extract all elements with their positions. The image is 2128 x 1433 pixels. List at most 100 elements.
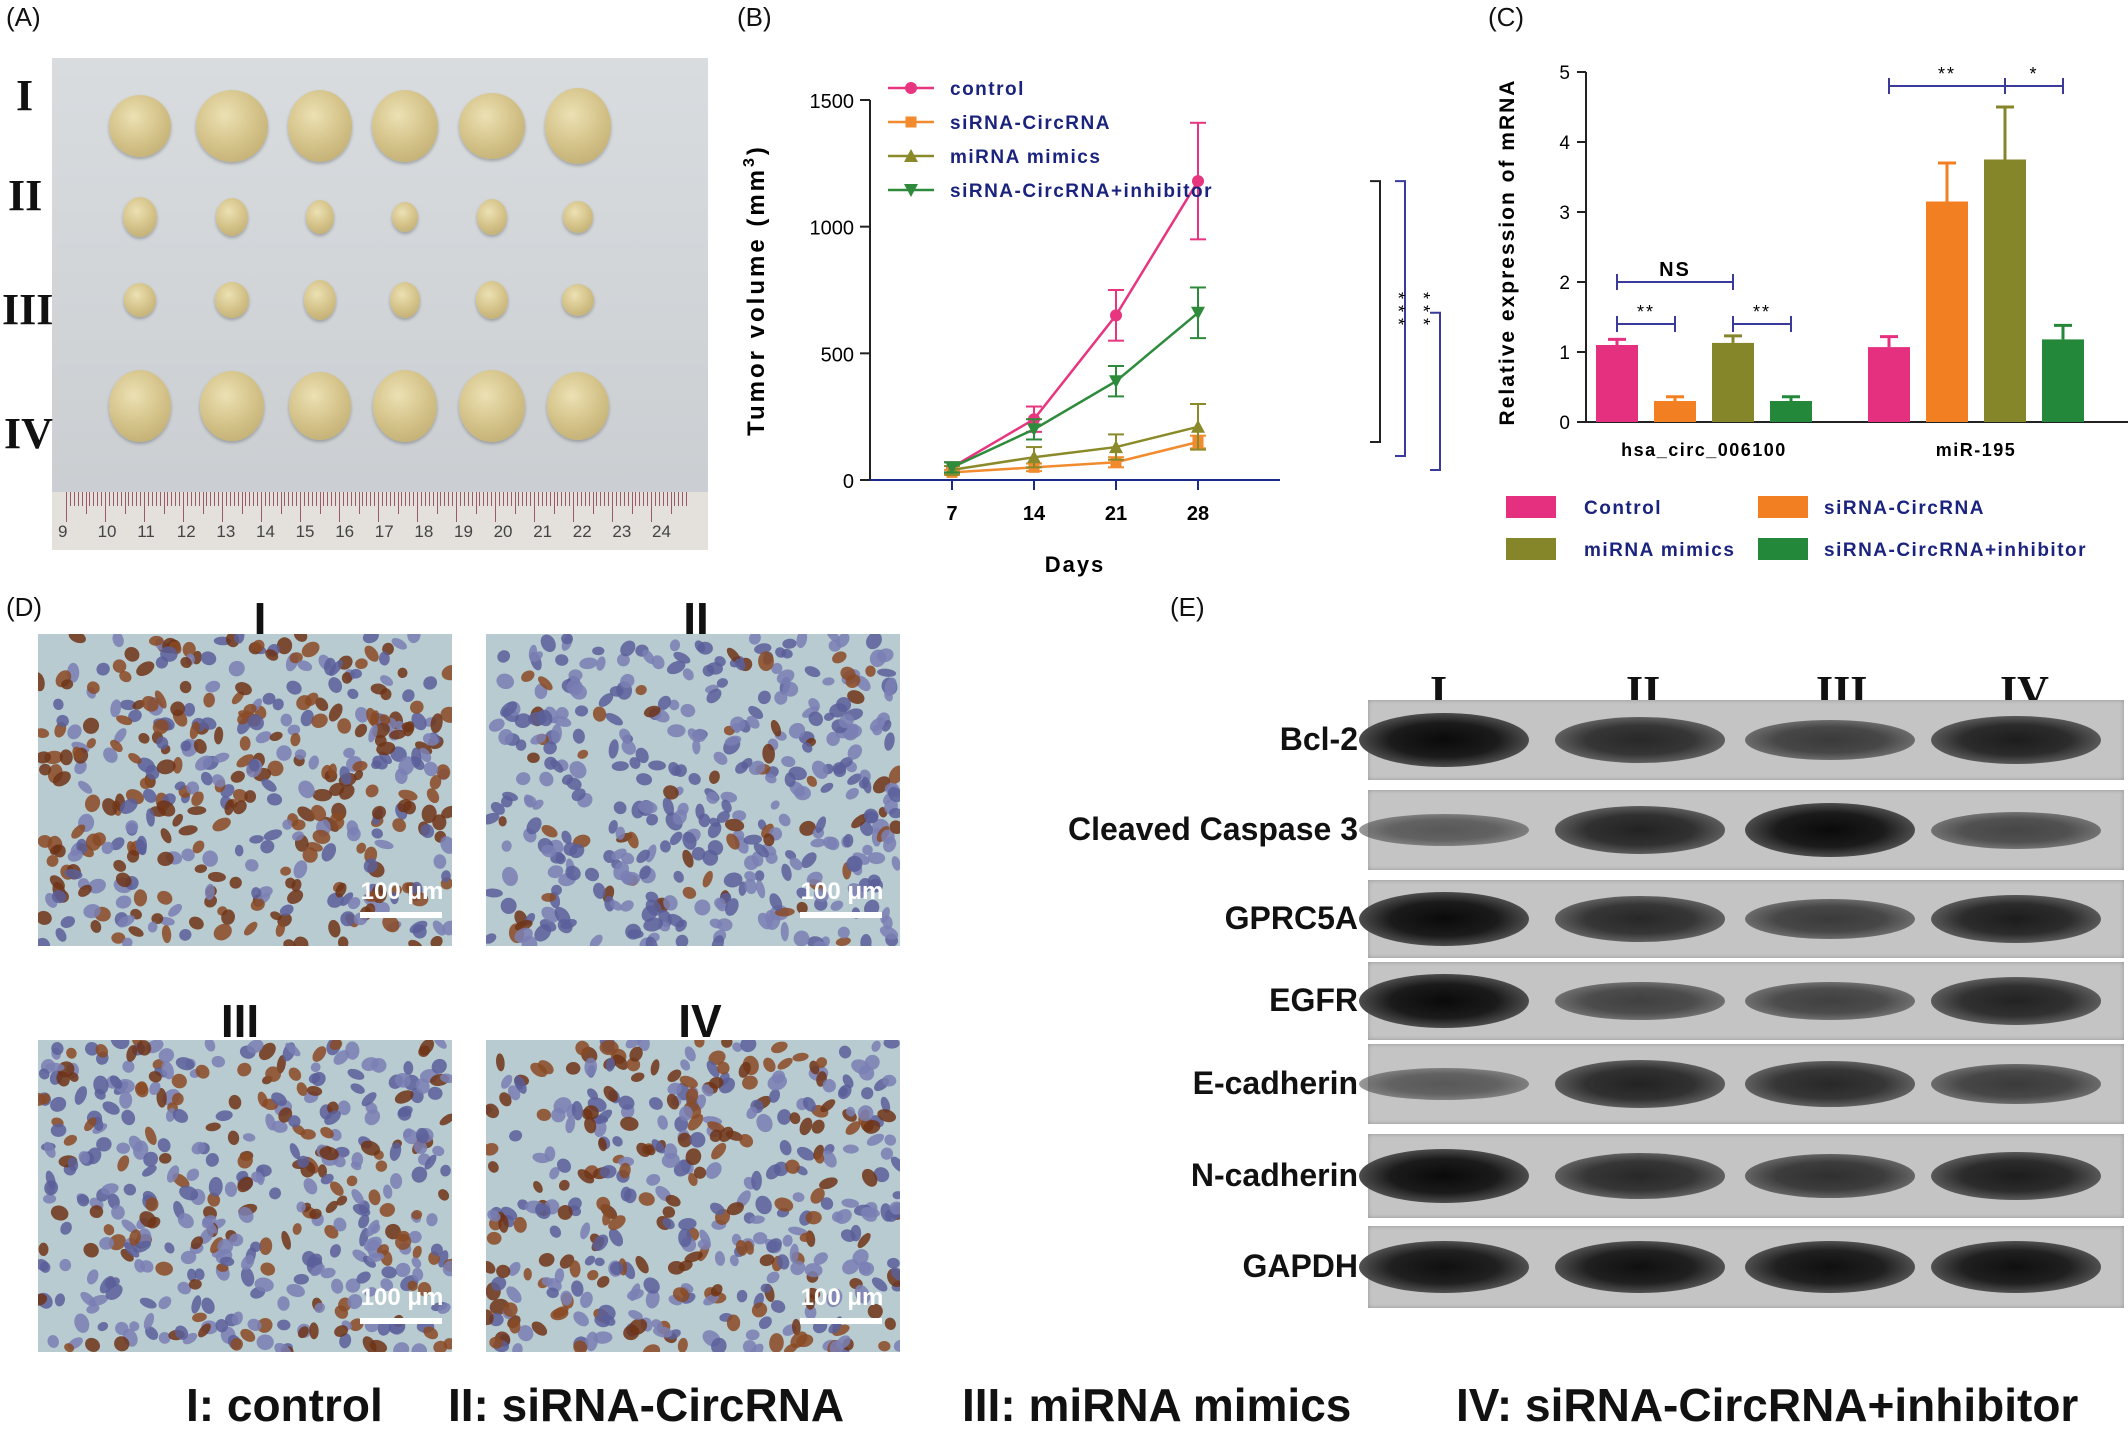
cell-nucleus [684,1046,696,1062]
cell-nucleus [502,791,519,802]
cell-nucleus [698,813,711,828]
cell-nucleus [861,1087,874,1100]
cell-nucleus [785,850,797,860]
cell-nucleus [51,1042,64,1055]
cell-nucleus [411,712,427,731]
cell-nucleus [679,1075,698,1089]
ruler-number: 9 [58,522,68,541]
ihc-title-1: I [253,593,267,645]
cell-nucleus [122,1060,135,1073]
cell-nucleus [663,785,679,800]
cell-nucleus [393,1342,410,1352]
protein-band [1745,1154,1915,1198]
cell-nucleus [558,1179,570,1191]
ruler-tick [218,492,220,506]
cell-nucleus [441,664,452,681]
cell-nucleus [423,676,438,690]
ruler-tick [194,492,196,506]
cell-nucleus [293,936,309,946]
cell-nucleus [287,889,304,904]
cell-nucleus [771,1300,786,1313]
cell-nucleus [867,1303,883,1319]
cell-nucleus [587,1088,598,1100]
cell-nucleus [589,934,603,946]
cell-nucleus [521,670,535,682]
legend-label: miRNA mimics [1584,540,1735,561]
cell-nucleus [389,1142,402,1161]
cell-nucleus [806,1287,821,1299]
cell-nucleus [102,798,118,816]
cell-nucleus [265,649,279,661]
cell-nucleus [734,658,746,671]
ruler-tick [588,492,590,506]
cell-nucleus [808,711,823,727]
cell-nucleus [341,672,353,684]
cell-nucleus [610,1261,624,1275]
cell-nucleus [697,641,713,655]
cell-nucleus [682,668,694,681]
cell-nucleus [871,1040,881,1052]
cell-nucleus [754,643,772,655]
cell-nucleus [371,828,383,839]
cell-nucleus [560,1290,573,1306]
ruler-tick [440,492,442,506]
cell-nucleus [621,740,636,755]
cell-nucleus [541,825,558,838]
cell-nucleus [363,858,378,873]
cell-nucleus [328,677,343,693]
cell-nucleus [487,1209,501,1222]
cell-nucleus [320,1267,336,1279]
cell-nucleus [356,842,367,854]
cell-nucleus [884,732,895,751]
protein-band [1555,1240,1725,1294]
cell-nucleus [781,648,793,659]
cell-nucleus [782,681,799,697]
cell-nucleus [158,1331,171,1344]
bracket-control-sirna [1370,180,1381,443]
cell-nucleus [276,1055,286,1074]
cell-nucleus [168,903,183,917]
protein-label: GPRC5A [1224,900,1358,936]
protein-band [1359,1240,1529,1294]
cell-nucleus [291,819,306,831]
cell-nucleus [239,736,251,751]
cell-nucleus [224,799,235,816]
cell-nucleus [862,776,872,794]
cell-nucleus [38,751,51,764]
cell-nucleus [426,788,440,804]
cell-nucleus [136,835,147,855]
tumor [109,95,171,157]
cell-nucleus [804,666,821,678]
cell-nucleus [569,1260,581,1278]
cell-nucleus [792,1192,805,1203]
cell-nucleus [310,1062,321,1073]
ruler-number: 24 [652,522,671,541]
cell-nucleus [873,1167,890,1183]
cell-nucleus [201,1297,215,1314]
ruler-tick [155,492,157,506]
relative-expression-bar-chart: 0 1 2 3 4 5 Relative expression of mRNA hsa_cir… [1496,63,2128,561]
cell-nucleus [608,820,618,834]
cell-nucleus [395,1233,412,1250]
blot-strip [1359,1226,2124,1308]
cell-nucleus [430,935,443,946]
protein-band [1555,717,1725,763]
cell-nucleus [500,701,518,717]
cell-nucleus [409,920,428,934]
cell-nucleus [349,1318,364,1332]
cell-nucleus [744,871,757,882]
cell-nucleus [810,838,826,848]
ruler-tick [635,492,637,506]
cell-nucleus [297,1326,309,1339]
protein-band [1931,1240,2101,1294]
cell-nucleus [132,1240,151,1253]
cell-nucleus [616,653,630,667]
legend-swatch [1506,538,1556,560]
ruler-tick [245,492,247,506]
ruler-tick [576,492,578,506]
cell-nucleus [618,1156,635,1167]
cell-nucleus [38,835,53,848]
cell-nucleus [304,692,319,707]
protein-band [1745,1061,1915,1107]
cell-nucleus [411,1343,428,1352]
